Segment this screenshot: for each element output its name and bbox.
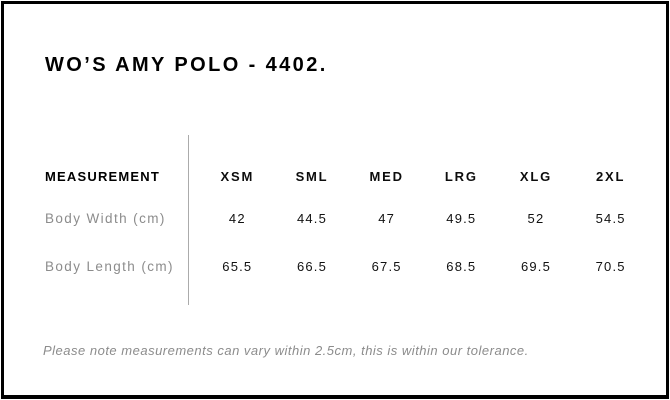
table-row-body-width: Body Width (cm) 42 44.5 47 49.5 52 54.5	[45, 207, 648, 231]
body-width-value-2xl: 54.5	[595, 211, 626, 226]
size-column-header-sml: SML	[295, 169, 329, 184]
body-length-value-2xl: 70.5	[595, 259, 626, 274]
body-length-value-xlg: 69.5	[520, 259, 552, 274]
body-length-value-sml: 66.5	[296, 259, 328, 274]
size-column-header-xlg: XLG	[519, 169, 553, 184]
body-length-value-xsm: 65.5	[222, 259, 253, 274]
measurement-column-header: MEASUREMENT	[45, 169, 161, 184]
row-label-body-width: Body Width (cm)	[45, 211, 166, 226]
body-width-value-med: 47	[378, 211, 396, 226]
size-column-header-lrg: LRG	[444, 169, 478, 184]
body-width-value-sml: 44.5	[296, 211, 328, 226]
body-length-value-med: 67.5	[371, 259, 402, 274]
size-column-header-med: MED	[369, 169, 404, 184]
table-header-row: MEASUREMENT XSM SML MED LRG XLG 2XL	[45, 165, 648, 189]
size-column-header-xsm: XSM	[220, 169, 255, 184]
body-width-value-lrg: 49.5	[446, 211, 477, 226]
row-label-body-length: Body Length (cm)	[45, 259, 174, 274]
table-column-divider	[188, 135, 189, 305]
body-length-value-lrg: 68.5	[446, 259, 477, 274]
body-width-value-xlg: 52	[527, 211, 545, 226]
tolerance-note: Please note measurements can vary within…	[43, 343, 529, 358]
product-title: WO’S AMY POLO - 4402.	[45, 54, 328, 76]
table-row-body-length: Body Length (cm) 65.5 66.5 67.5 68.5 69.…	[45, 255, 648, 279]
body-width-value-xsm: 42	[228, 211, 246, 226]
size-column-header-2xl: 2XL	[596, 169, 626, 184]
